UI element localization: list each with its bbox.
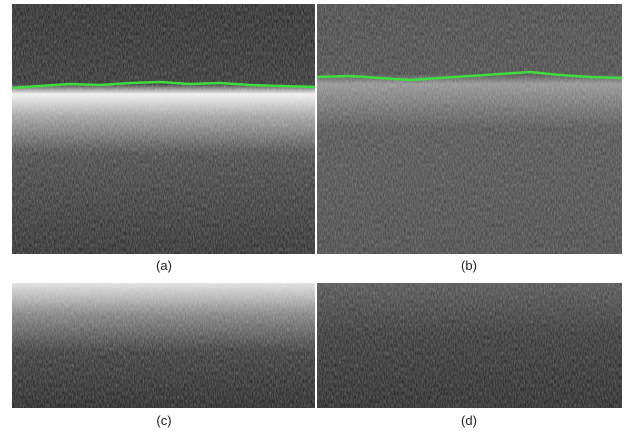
- panel-c: [12, 283, 315, 408]
- panel-a: [11, 4, 316, 254]
- panel-label: (d): [461, 413, 477, 428]
- panel-b: [316, 4, 623, 254]
- panel-label: (a): [156, 258, 172, 273]
- panel-label: (c): [156, 413, 171, 428]
- panel-label: (b): [461, 258, 477, 273]
- panel-d: [317, 283, 622, 408]
